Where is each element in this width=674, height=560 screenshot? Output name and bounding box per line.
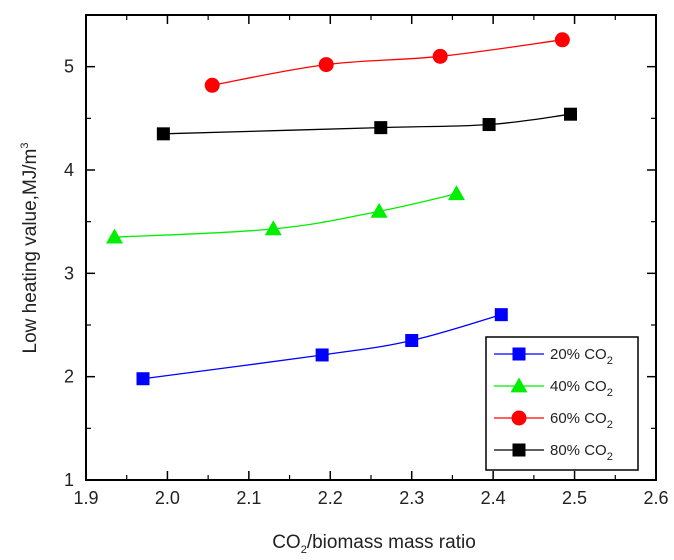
data-point	[318, 57, 334, 73]
y-tick-label: 5	[64, 57, 74, 77]
x-tick-label: 2.5	[562, 488, 587, 508]
data-point	[136, 372, 150, 386]
data-point	[264, 220, 282, 236]
legend-label-prefix: 40% CO	[550, 378, 607, 395]
data-point	[374, 121, 388, 135]
y-tick-label: 3	[64, 263, 74, 283]
y-tick-label: 1	[64, 470, 74, 490]
legend-label: 40% CO2	[550, 378, 613, 399]
series-1	[106, 185, 465, 244]
series-line	[114, 193, 457, 238]
legend-item: 40% CO2	[494, 377, 613, 399]
series-group	[106, 32, 577, 386]
legend-label: 60% CO2	[550, 410, 613, 431]
legend-label-sub: 2	[607, 355, 613, 367]
legend-marker	[512, 347, 526, 361]
legend-label-prefix: 20% CO	[550, 346, 607, 363]
legend-box	[485, 336, 639, 471]
data-point	[482, 118, 496, 132]
data-point	[448, 185, 465, 201]
data-point	[156, 127, 170, 141]
series-line	[163, 113, 571, 135]
legend-item: 20% CO2	[494, 346, 613, 367]
legend-marker	[511, 410, 527, 426]
legend-label-prefix: 60% CO	[550, 410, 607, 427]
y-axis-label: Low heating value,MJ/m3	[19, 142, 41, 353]
x-tick-label: 2.6	[643, 488, 668, 508]
x-tick-label: 2.0	[155, 488, 180, 508]
legend-label-sub: 2	[607, 451, 613, 463]
y-axis-label-prefix: Low heating value,MJ/m	[20, 149, 41, 354]
series-3	[156, 107, 577, 141]
y-tick-label: 4	[64, 160, 74, 180]
data-point	[405, 334, 419, 347]
data-point	[106, 228, 123, 244]
y-axis-label-sup: 3	[19, 142, 31, 148]
ticks: 1.9 2.0 2.1 2.2 2.3 2.4 2.5 2.6 1 2 3 4 5	[64, 14, 669, 508]
legend-label: 80% CO2	[550, 442, 613, 463]
series-0	[136, 308, 508, 386]
legend-label-prefix: 80% CO	[550, 442, 607, 459]
legend-marker	[512, 443, 526, 457]
series-line	[212, 39, 563, 86]
x-tick-label: 2.3	[399, 488, 424, 508]
y-tick-label: 2	[64, 367, 74, 387]
x-axis-label: CO2/biomass mass ratio	[272, 532, 476, 556]
x-tick-label: 2.1	[236, 488, 261, 508]
legend-marker	[510, 377, 528, 393]
x-axis-label-suffix: /biomass mass ratio	[307, 532, 476, 553]
series-2	[204, 32, 570, 93]
x-axis-label-prefix: CO	[272, 532, 301, 553]
data-point	[564, 107, 577, 121]
data-point	[494, 308, 508, 322]
data-point	[554, 32, 570, 48]
series-line	[142, 314, 502, 380]
legend-label: 20% CO2	[550, 346, 613, 367]
data-point	[204, 77, 220, 93]
legend-label-sub: 2	[607, 419, 613, 431]
x-tick-label: 2.2	[318, 488, 343, 508]
x-tick-label: 2.4	[481, 488, 506, 508]
data-point	[370, 202, 388, 218]
x-axis-label-sub: 2	[301, 544, 307, 556]
legend-item: 80% CO2	[494, 442, 613, 463]
legend-item: 60% CO2	[494, 410, 613, 431]
legend-label-sub: 2	[607, 387, 613, 399]
data-point	[315, 348, 329, 362]
x-tick-label: 1.9	[73, 488, 98, 508]
data-point	[432, 48, 448, 64]
